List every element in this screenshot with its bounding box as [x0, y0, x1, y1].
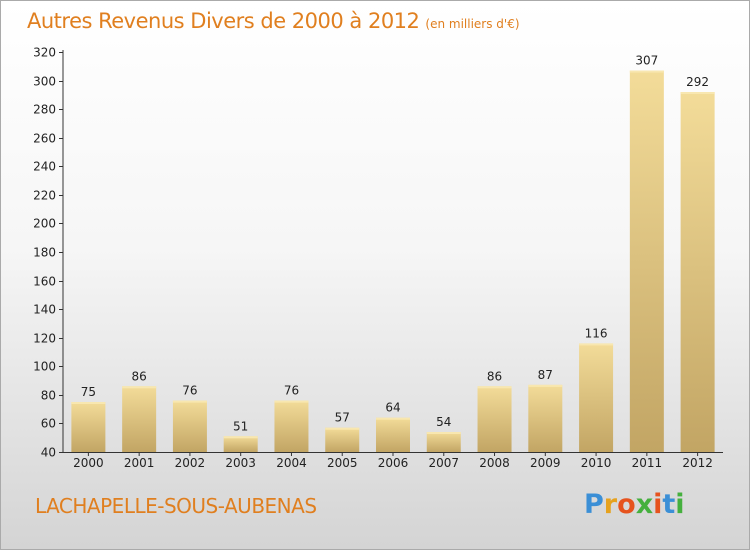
value-label: 75: [81, 385, 96, 399]
x-tick-label: 2001: [124, 456, 155, 470]
logo-letter: r: [603, 489, 618, 520]
bar: [629, 70, 664, 453]
x-tick-label: 2012: [682, 456, 713, 470]
y-tick-label: 80: [41, 389, 56, 403]
y-tick-label: 100: [33, 360, 56, 374]
bar-highlight: [325, 427, 360, 430]
value-label: 292: [686, 75, 709, 89]
x-tick-label: 2010: [581, 456, 612, 470]
chart-title: Autres Revenus Divers de 2000 à 2012 (en …: [27, 9, 520, 33]
bar-highlight: [477, 386, 512, 389]
x-tick-label: 2011: [632, 456, 663, 470]
bar-highlight: [274, 400, 309, 403]
y-tick-label: 240: [33, 160, 56, 174]
bar: [477, 386, 512, 452]
value-label: 64: [385, 401, 400, 415]
y-tick-label: 320: [33, 46, 56, 60]
y-tick-label: 40: [41, 446, 56, 460]
chart-title-text: Autres Revenus Divers de 2000 à 2012: [27, 9, 420, 33]
y-tick-label: 280: [33, 103, 56, 117]
bar-highlight: [528, 384, 563, 387]
logo-letter: x: [635, 489, 654, 520]
value-label: 116: [585, 326, 608, 340]
value-label: 57: [335, 411, 350, 425]
x-tick-label: 2007: [428, 456, 459, 470]
value-label: 51: [233, 419, 248, 433]
logo-letter: t: [662, 489, 676, 520]
x-tick-label: 2004: [276, 456, 307, 470]
value-label: 86: [487, 369, 502, 383]
bar-highlight: [223, 436, 258, 439]
x-tick-label: 2005: [327, 456, 358, 470]
bar: [376, 417, 410, 452]
bar-highlight: [426, 432, 461, 434]
commune-name: LACHAPELLE-SOUS-AUBENAS: [35, 494, 317, 518]
x-tick-label: 2003: [225, 456, 256, 470]
bar-highlight: [172, 400, 207, 403]
bar: [325, 427, 360, 452]
logo-letter: i: [675, 489, 685, 520]
bar-highlight: [629, 70, 664, 73]
y-tick-label: 140: [33, 303, 56, 317]
value-label: 307: [635, 54, 658, 68]
y-tick-label: 300: [33, 75, 56, 89]
bar: [71, 402, 106, 452]
value-label: 76: [284, 384, 299, 398]
value-label: 76: [182, 384, 197, 398]
bar: [426, 432, 461, 452]
bar-highlight: [376, 417, 410, 420]
bar: [223, 436, 258, 452]
y-tick-label: 120: [33, 332, 56, 346]
x-tick-label: 2008: [479, 456, 510, 470]
bar-highlight: [579, 343, 614, 346]
logo-letter: i: [653, 489, 663, 520]
bar: [579, 343, 614, 452]
y-tick-label: 220: [33, 189, 56, 203]
y-tick-label: 260: [33, 132, 56, 146]
chart-unit: (en milliers d'€): [425, 17, 520, 31]
value-label: 86: [132, 369, 147, 383]
y-tick-label: 200: [33, 217, 56, 231]
bar: [172, 400, 207, 452]
bar: [274, 400, 309, 452]
value-label: 54: [436, 415, 451, 429]
y-tick-label: 160: [33, 275, 56, 289]
logo-letter: o: [617, 489, 636, 520]
bar: [528, 384, 563, 452]
y-tick-label: 180: [33, 246, 56, 260]
x-tick-label: 2000: [73, 456, 104, 470]
bar: [122, 386, 157, 452]
x-tick-label: 2009: [530, 456, 561, 470]
bar-highlight: [71, 402, 106, 404]
bar-highlight: [680, 92, 715, 94]
proxiti-logo: Proxiti: [584, 489, 685, 520]
y-tick-label: 60: [41, 417, 56, 431]
x-tick-label: 2002: [175, 456, 206, 470]
logo-letter: P: [584, 489, 604, 520]
bar-highlight: [122, 386, 157, 389]
value-label: 87: [538, 368, 553, 382]
x-tick-label: 2006: [378, 456, 409, 470]
bar: [680, 92, 715, 452]
